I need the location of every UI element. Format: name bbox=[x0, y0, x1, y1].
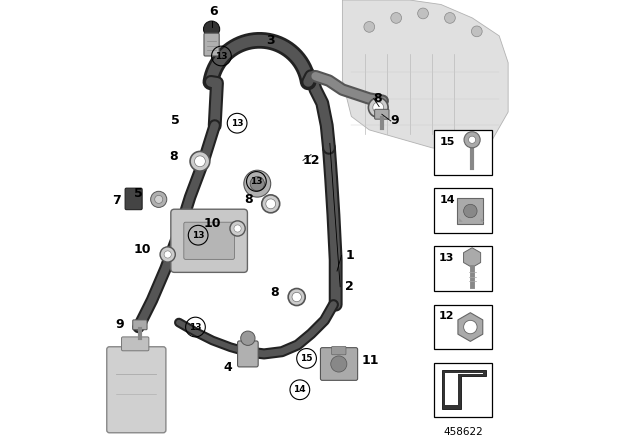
Polygon shape bbox=[459, 218, 463, 222]
FancyBboxPatch shape bbox=[132, 320, 147, 330]
Text: 10: 10 bbox=[134, 243, 151, 257]
Circle shape bbox=[234, 225, 241, 232]
FancyBboxPatch shape bbox=[435, 130, 493, 175]
Text: 10: 10 bbox=[204, 216, 221, 230]
FancyBboxPatch shape bbox=[125, 188, 142, 210]
Text: 14: 14 bbox=[294, 385, 306, 394]
Text: 13: 13 bbox=[250, 177, 262, 186]
Circle shape bbox=[369, 98, 388, 117]
Polygon shape bbox=[481, 218, 484, 222]
FancyBboxPatch shape bbox=[374, 109, 389, 119]
Text: 15: 15 bbox=[300, 354, 313, 363]
Circle shape bbox=[150, 191, 167, 207]
FancyBboxPatch shape bbox=[171, 209, 248, 272]
Text: 11: 11 bbox=[361, 354, 379, 367]
Circle shape bbox=[160, 247, 175, 262]
Circle shape bbox=[250, 177, 264, 191]
Text: 3: 3 bbox=[266, 34, 275, 47]
Circle shape bbox=[391, 13, 401, 23]
FancyBboxPatch shape bbox=[435, 305, 493, 349]
FancyBboxPatch shape bbox=[237, 341, 258, 367]
Circle shape bbox=[195, 156, 205, 167]
Circle shape bbox=[373, 102, 383, 113]
Circle shape bbox=[292, 293, 301, 302]
Text: 458622: 458622 bbox=[444, 427, 483, 437]
Circle shape bbox=[266, 199, 276, 209]
Text: 13: 13 bbox=[231, 119, 243, 128]
Text: 12: 12 bbox=[439, 311, 454, 321]
Circle shape bbox=[190, 151, 210, 171]
Polygon shape bbox=[342, 0, 508, 152]
Text: 8: 8 bbox=[270, 285, 279, 299]
Text: 8: 8 bbox=[244, 193, 253, 206]
Text: 12: 12 bbox=[303, 154, 321, 167]
Circle shape bbox=[164, 251, 172, 258]
Circle shape bbox=[472, 26, 482, 37]
Circle shape bbox=[468, 136, 476, 143]
FancyBboxPatch shape bbox=[457, 198, 483, 224]
Circle shape bbox=[241, 331, 255, 345]
Circle shape bbox=[230, 221, 245, 236]
Text: 9: 9 bbox=[115, 318, 124, 331]
FancyBboxPatch shape bbox=[435, 188, 493, 233]
Polygon shape bbox=[445, 373, 483, 405]
FancyBboxPatch shape bbox=[435, 246, 493, 291]
Text: 15: 15 bbox=[440, 137, 455, 146]
Text: 14: 14 bbox=[440, 195, 455, 205]
Circle shape bbox=[463, 320, 477, 334]
Text: 5: 5 bbox=[172, 114, 180, 128]
Circle shape bbox=[204, 21, 220, 37]
FancyBboxPatch shape bbox=[107, 347, 166, 433]
Text: 6: 6 bbox=[209, 5, 218, 18]
FancyBboxPatch shape bbox=[204, 33, 220, 56]
Circle shape bbox=[155, 195, 163, 203]
Circle shape bbox=[288, 289, 305, 306]
Circle shape bbox=[463, 204, 477, 218]
Text: 5: 5 bbox=[134, 187, 143, 200]
Text: 13: 13 bbox=[192, 231, 204, 240]
Text: 7: 7 bbox=[112, 194, 121, 207]
Text: 1: 1 bbox=[346, 249, 355, 262]
Circle shape bbox=[331, 356, 347, 372]
Text: 4: 4 bbox=[224, 361, 233, 374]
Polygon shape bbox=[442, 370, 486, 409]
Text: 8: 8 bbox=[169, 150, 177, 164]
Circle shape bbox=[244, 170, 271, 197]
Text: 13: 13 bbox=[215, 52, 228, 60]
Text: 9: 9 bbox=[391, 114, 399, 128]
FancyBboxPatch shape bbox=[435, 363, 493, 417]
Circle shape bbox=[418, 8, 428, 19]
Circle shape bbox=[262, 195, 280, 213]
Text: 8: 8 bbox=[373, 92, 381, 105]
Text: 13: 13 bbox=[189, 323, 202, 332]
FancyBboxPatch shape bbox=[321, 348, 358, 380]
Circle shape bbox=[364, 22, 374, 32]
Circle shape bbox=[464, 132, 480, 148]
Text: 2: 2 bbox=[345, 280, 353, 293]
FancyBboxPatch shape bbox=[332, 346, 346, 355]
Circle shape bbox=[445, 13, 455, 23]
FancyBboxPatch shape bbox=[122, 337, 149, 351]
Text: 13: 13 bbox=[439, 253, 454, 263]
FancyBboxPatch shape bbox=[184, 222, 234, 259]
